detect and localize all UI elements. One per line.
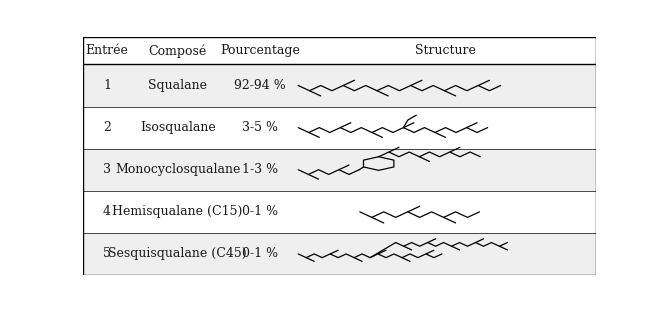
Bar: [83, 37, 596, 65]
Text: Monocyclosqualane: Monocyclosqualane: [115, 163, 240, 176]
Text: Entrée: Entrée: [85, 44, 128, 57]
Text: 0-1 %: 0-1 %: [242, 205, 278, 218]
Text: 5: 5: [103, 248, 111, 260]
Text: 2: 2: [103, 121, 111, 134]
Text: 92-94 %: 92-94 %: [234, 79, 285, 92]
Text: Pourcentage: Pourcentage: [220, 44, 300, 57]
Text: Structure: Structure: [415, 44, 476, 57]
Text: Squalane: Squalane: [148, 79, 207, 92]
Text: 4: 4: [103, 205, 111, 218]
Bar: [83, 107, 596, 149]
Text: 3: 3: [103, 163, 111, 176]
Text: 3-5 %: 3-5 %: [242, 121, 278, 134]
Text: 0-1 %: 0-1 %: [242, 248, 278, 260]
Bar: [83, 233, 596, 275]
Bar: [83, 65, 596, 107]
Text: Hemisqualane (C15): Hemisqualane (C15): [113, 205, 243, 218]
Text: 1-3 %: 1-3 %: [242, 163, 278, 176]
Text: 1: 1: [103, 79, 111, 92]
Text: Isosqualane: Isosqualane: [140, 121, 216, 134]
Bar: [83, 149, 596, 191]
Bar: [83, 191, 596, 233]
Text: Sesquisqualane (C45): Sesquisqualane (C45): [109, 248, 247, 260]
Text: Composé: Composé: [148, 44, 207, 57]
